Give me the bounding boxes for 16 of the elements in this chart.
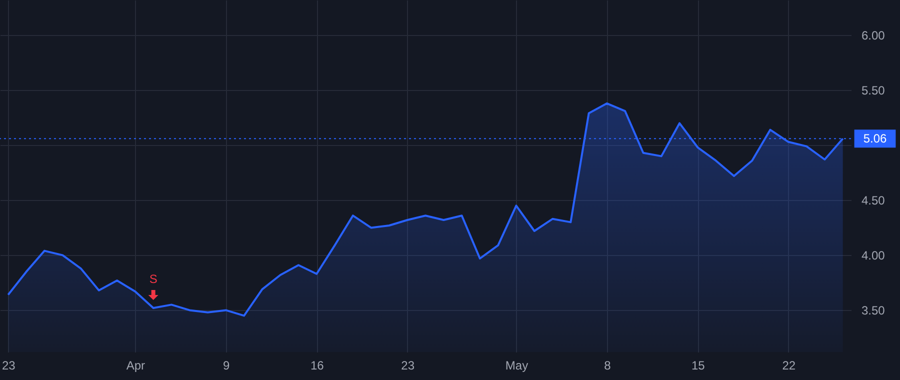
- y-tick-label: 3.50: [862, 304, 886, 318]
- y-tick-label: 5.50: [862, 84, 886, 98]
- x-tick-label: 22: [782, 358, 796, 372]
- x-tick-label: 15: [691, 358, 706, 372]
- x-tick-label: 23: [2, 358, 16, 372]
- x-tick-label: 8: [604, 358, 612, 372]
- y-tick-label: 4.50: [862, 194, 886, 208]
- x-tick-label: May: [505, 358, 528, 372]
- annotation: S: [149, 272, 158, 286]
- x-tick-label: 16: [310, 358, 324, 372]
- y-tick-label: 6.00: [862, 28, 886, 43]
- x-tick-label: 9: [223, 358, 230, 372]
- x-tick-label: Apr: [126, 358, 146, 372]
- x-tick-label: 23: [401, 358, 415, 372]
- ref-line-label: 5.06: [863, 132, 887, 146]
- y-tick-label: 4.00: [862, 248, 886, 263]
